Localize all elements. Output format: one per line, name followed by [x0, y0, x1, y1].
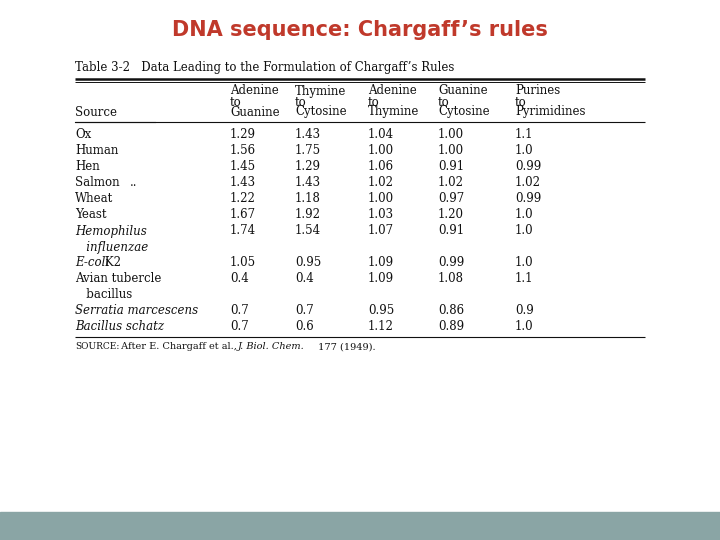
Text: 1.1: 1.1	[515, 273, 534, 286]
Text: 1.0: 1.0	[515, 256, 534, 269]
Text: 1.29: 1.29	[230, 129, 256, 141]
Text: 1.0: 1.0	[515, 208, 534, 221]
Text: 0.9: 0.9	[515, 305, 534, 318]
Text: SOURCE:: SOURCE:	[75, 342, 120, 351]
Text: ..: ..	[130, 177, 138, 190]
Text: 1.03: 1.03	[368, 208, 394, 221]
Text: Serratia marcescens: Serratia marcescens	[75, 305, 198, 318]
Text: Table 3-2   Data Leading to the Formulation of Chargaff’s Rules: Table 3-2 Data Leading to the Formulatio…	[75, 62, 454, 75]
Text: 0.4: 0.4	[295, 273, 314, 286]
Text: 1.45: 1.45	[230, 160, 256, 173]
Text: to: to	[515, 96, 527, 109]
Text: to: to	[230, 96, 242, 109]
Text: 1.1: 1.1	[515, 129, 534, 141]
Text: 1.43: 1.43	[230, 177, 256, 190]
Text: Cytosine: Cytosine	[438, 105, 490, 118]
Text: Avian tubercle: Avian tubercle	[75, 273, 161, 286]
Text: Wheat: Wheat	[75, 192, 113, 206]
Text: 0.89: 0.89	[438, 321, 464, 334]
Text: J. Biol. Chem.: J. Biol. Chem.	[238, 342, 305, 351]
Text: 0.91: 0.91	[438, 160, 464, 173]
Text: 0.7: 0.7	[230, 305, 248, 318]
Text: 1.18: 1.18	[295, 192, 321, 206]
Text: 1.92: 1.92	[295, 208, 321, 221]
Text: Salmon: Salmon	[75, 177, 120, 190]
Text: Hemophilus: Hemophilus	[75, 225, 147, 238]
Text: Thymine: Thymine	[295, 84, 346, 98]
Text: 1.02: 1.02	[368, 177, 394, 190]
Text: Bacillus schatz: Bacillus schatz	[75, 321, 164, 334]
Text: 0.97: 0.97	[438, 192, 464, 206]
Bar	[0, 512, 720, 540]
Text: Human: Human	[75, 145, 118, 158]
Text: 1.22: 1.22	[230, 192, 256, 206]
Text: 1.00: 1.00	[368, 192, 394, 206]
Text: bacillus: bacillus	[75, 288, 132, 301]
Text: Cytosine: Cytosine	[295, 105, 346, 118]
Text: 177 (1949).: 177 (1949).	[315, 342, 376, 351]
Text: 1.29: 1.29	[295, 160, 321, 173]
Text: 0.99: 0.99	[515, 160, 541, 173]
Text: K2: K2	[101, 256, 121, 269]
Text: 1.04: 1.04	[368, 129, 394, 141]
Text: Purines: Purines	[515, 84, 560, 98]
Text: 1.0: 1.0	[515, 145, 534, 158]
Text: 1.54: 1.54	[295, 225, 321, 238]
Text: 0.99: 0.99	[515, 192, 541, 206]
Text: Adenine: Adenine	[368, 84, 417, 98]
Text: 1.67: 1.67	[230, 208, 256, 221]
Text: DNA sequence: Chargaff’s rules: DNA sequence: Chargaff’s rules	[172, 20, 548, 40]
Text: 1.0: 1.0	[515, 321, 534, 334]
Text: 1.07: 1.07	[368, 225, 394, 238]
Text: E-coli: E-coli	[75, 256, 109, 269]
Text: 1.12: 1.12	[368, 321, 394, 334]
Text: influenzae: influenzae	[75, 240, 148, 253]
Text: 1.75: 1.75	[295, 145, 321, 158]
Text: 0.95: 0.95	[368, 305, 395, 318]
Text: 1.05: 1.05	[230, 256, 256, 269]
Text: 1.56: 1.56	[230, 145, 256, 158]
Text: Yeast: Yeast	[75, 208, 107, 221]
Text: 1.00: 1.00	[438, 145, 464, 158]
Text: 0.4: 0.4	[230, 273, 248, 286]
Text: 0.95: 0.95	[295, 256, 321, 269]
Text: Adenine: Adenine	[230, 84, 279, 98]
Text: Source: Source	[75, 105, 117, 118]
Text: 0.7: 0.7	[230, 321, 248, 334]
Text: 1.02: 1.02	[515, 177, 541, 190]
Text: 0.86: 0.86	[438, 305, 464, 318]
Text: 0.7: 0.7	[295, 305, 314, 318]
Text: Pyrimidines: Pyrimidines	[515, 105, 585, 118]
Text: 1.43: 1.43	[295, 129, 321, 141]
Text: to: to	[438, 96, 450, 109]
Text: 1.06: 1.06	[368, 160, 394, 173]
Text: 1.20: 1.20	[438, 208, 464, 221]
Text: 1.09: 1.09	[368, 256, 394, 269]
Text: 1.0: 1.0	[515, 225, 534, 238]
Text: Ox: Ox	[75, 129, 91, 141]
Text: 0.6: 0.6	[295, 321, 314, 334]
Text: 1.09: 1.09	[368, 273, 394, 286]
Text: Hen: Hen	[75, 160, 100, 173]
Text: to: to	[295, 96, 307, 109]
Text: 1.00: 1.00	[438, 129, 464, 141]
Text: After E. Chargaff et al.,: After E. Chargaff et al.,	[118, 342, 240, 351]
Text: 0.99: 0.99	[438, 256, 464, 269]
Text: 1.74: 1.74	[230, 225, 256, 238]
Text: 0.91: 0.91	[438, 225, 464, 238]
Text: Guanine: Guanine	[438, 84, 487, 98]
Text: 1.00: 1.00	[368, 145, 394, 158]
Text: Guanine: Guanine	[230, 105, 279, 118]
Text: 1.43: 1.43	[295, 177, 321, 190]
Text: to: to	[368, 96, 379, 109]
Text: 1.02: 1.02	[438, 177, 464, 190]
Text: Thymine: Thymine	[368, 105, 419, 118]
Text: 1.08: 1.08	[438, 273, 464, 286]
